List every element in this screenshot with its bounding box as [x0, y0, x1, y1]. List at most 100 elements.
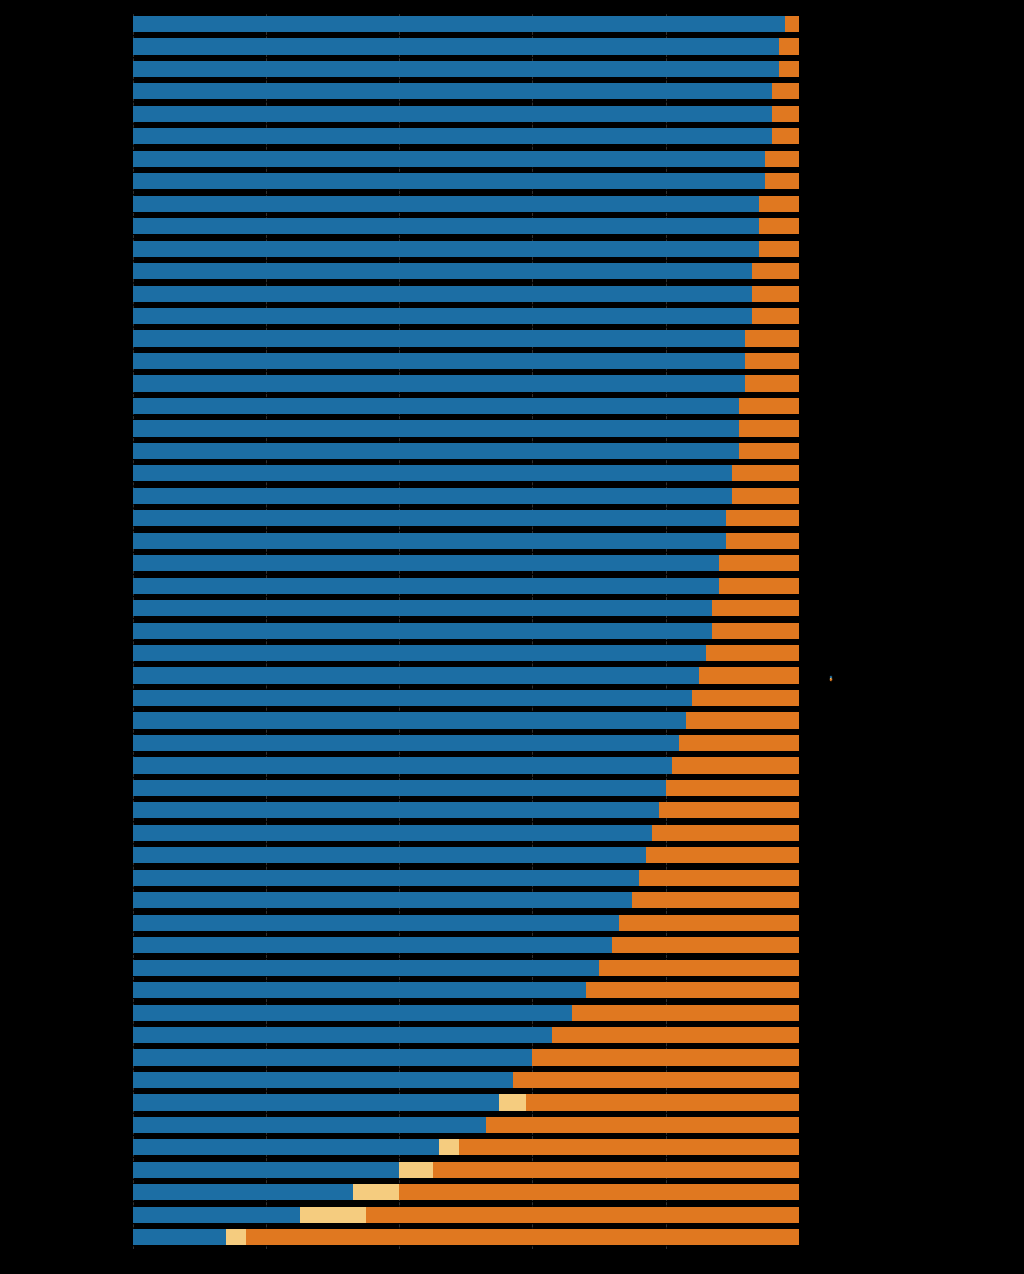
Bar [133, 645, 706, 661]
Bar [367, 1206, 799, 1223]
Bar [133, 959, 599, 976]
Bar [599, 959, 799, 976]
Bar [133, 691, 692, 706]
Bar [133, 915, 618, 931]
Bar [133, 241, 759, 257]
Bar [739, 420, 799, 437]
Bar [133, 712, 686, 729]
Bar [133, 892, 633, 908]
Bar [133, 847, 646, 864]
Bar [785, 15, 799, 32]
Bar [299, 1206, 367, 1223]
Bar [752, 308, 799, 324]
Bar [133, 1117, 486, 1133]
Bar [133, 870, 639, 885]
Bar [759, 241, 799, 257]
Bar [646, 847, 799, 864]
Bar [133, 668, 699, 684]
Bar [439, 1139, 460, 1156]
Bar [666, 780, 799, 796]
Bar [133, 173, 766, 190]
Bar [759, 196, 799, 211]
Bar [133, 555, 719, 571]
Bar [133, 533, 725, 549]
Bar [739, 397, 799, 414]
Bar [133, 824, 652, 841]
Bar [133, 1206, 299, 1223]
Bar [745, 330, 799, 347]
Bar [486, 1117, 799, 1133]
Bar [618, 915, 799, 931]
Bar [352, 1185, 399, 1200]
Bar [133, 803, 659, 818]
Bar [133, 757, 673, 773]
Bar [766, 150, 799, 167]
Bar [659, 803, 799, 818]
Bar [526, 1094, 799, 1111]
Bar [133, 443, 739, 459]
Bar [133, 129, 772, 144]
Bar [732, 465, 799, 482]
Bar [612, 938, 799, 953]
Bar [133, 353, 745, 369]
Bar [133, 1185, 352, 1200]
Bar [706, 645, 799, 661]
Bar [433, 1162, 799, 1178]
Bar [532, 1050, 799, 1065]
Bar [399, 1162, 432, 1178]
Bar [745, 376, 799, 391]
Bar [766, 173, 799, 190]
Bar [133, 330, 745, 347]
Legend: In-center HD, Home HD, PD (CAPD/APD/IPD): In-center HD, Home HD, PD (CAPD/APD/IPD) [830, 676, 845, 680]
Bar [652, 824, 799, 841]
Bar [133, 600, 713, 617]
Bar [133, 938, 612, 953]
Bar [513, 1071, 799, 1088]
Bar [686, 712, 799, 729]
Bar [133, 465, 732, 482]
Bar [133, 1162, 399, 1178]
Bar [719, 577, 799, 594]
Bar [133, 1229, 226, 1246]
Bar [133, 780, 666, 796]
Bar [692, 691, 799, 706]
Bar [752, 285, 799, 302]
Bar [572, 1004, 799, 1020]
Bar [133, 61, 779, 76]
Bar [779, 38, 799, 55]
Bar [739, 443, 799, 459]
Bar [133, 1027, 553, 1043]
Bar [713, 623, 799, 638]
Bar [725, 510, 799, 526]
Bar [133, 982, 586, 999]
Bar [679, 735, 799, 752]
Bar [133, 285, 752, 302]
Bar [779, 61, 799, 76]
Bar [719, 555, 799, 571]
Bar [459, 1139, 799, 1156]
Bar [732, 488, 799, 505]
Bar [133, 308, 752, 324]
Bar [133, 623, 713, 638]
Bar [133, 15, 785, 32]
Bar [633, 892, 799, 908]
Bar [133, 397, 739, 414]
Bar [133, 262, 752, 279]
Bar [226, 1229, 247, 1246]
Bar [133, 376, 745, 391]
Bar [133, 1050, 532, 1065]
Bar [133, 196, 759, 211]
Bar [399, 1185, 799, 1200]
Bar [745, 353, 799, 369]
Bar [247, 1229, 799, 1246]
Bar [133, 577, 719, 594]
Bar [759, 218, 799, 234]
Bar [725, 533, 799, 549]
Bar [772, 83, 799, 99]
Bar [133, 1004, 572, 1020]
Bar [133, 1094, 500, 1111]
Bar [133, 83, 772, 99]
Bar [133, 106, 772, 122]
Bar [639, 870, 799, 885]
Bar [133, 1071, 513, 1088]
